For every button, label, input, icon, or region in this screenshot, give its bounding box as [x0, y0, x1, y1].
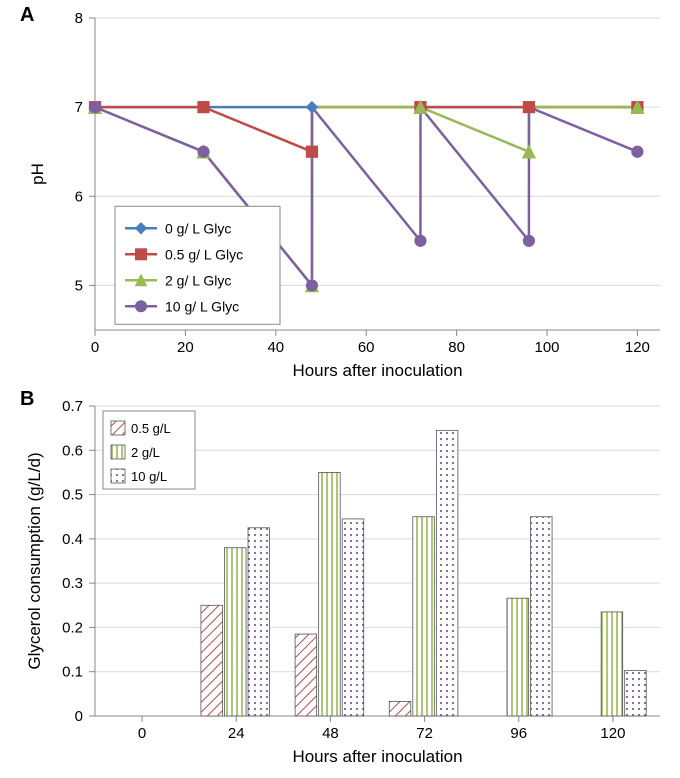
svg-text:Hours after inoculation: Hours after inoculation: [292, 361, 462, 380]
svg-text:7: 7: [75, 99, 83, 116]
svg-text:40: 40: [267, 339, 284, 356]
svg-text:5: 5: [75, 277, 83, 294]
svg-text:6: 6: [75, 188, 83, 205]
svg-text:0: 0: [91, 339, 99, 356]
svg-text:0: 0: [138, 725, 146, 742]
svg-text:0: 0: [75, 708, 83, 725]
svg-text:120: 120: [625, 339, 650, 356]
svg-text:96: 96: [510, 725, 527, 742]
svg-text:0.5 g/ L Glyc: 0.5 g/ L Glyc: [165, 246, 243, 262]
svg-text:Glycerol consumption (g/L/d): Glycerol consumption (g/L/d): [25, 452, 44, 669]
svg-text:0.5: 0.5: [62, 487, 83, 504]
svg-text:2 g/ L Glyc: 2 g/ L Glyc: [165, 272, 231, 288]
svg-text:60: 60: [358, 339, 375, 356]
svg-text:0.3: 0.3: [62, 575, 83, 592]
svg-text:80: 80: [448, 339, 465, 356]
svg-text:10 g/L: 10 g/L: [131, 469, 167, 484]
svg-text:72: 72: [416, 725, 433, 742]
figure-container: A 0204060801001205678Hours after inocula…: [0, 0, 680, 778]
svg-text:0.5 g/L: 0.5 g/L: [131, 421, 171, 436]
svg-text:0 g/ L Glyc: 0 g/ L Glyc: [165, 220, 231, 236]
svg-text:pH: pH: [28, 163, 47, 185]
svg-text:0.1: 0.1: [62, 664, 83, 681]
chart-a-svg: 0 20 40 60 80 100 120 5 6 7 8 Hours after inoculati…: [0, 0, 680, 390]
svg-text:2 g/L: 2 g/L: [131, 445, 160, 460]
chart-b-svg: 0 0.1 0.2 0.3 0.4 0.5 0.6 0.7 0 24 48 72 96 120 Hours …: [0, 388, 680, 778]
svg-text:20: 20: [177, 339, 194, 356]
svg-text:48: 48: [322, 725, 339, 742]
svg-text:100: 100: [534, 339, 559, 356]
svg-text:120: 120: [600, 725, 625, 742]
svg-text:0.2: 0.2: [62, 619, 83, 636]
svg-text:Hours after inoculation: Hours after inoculation: [292, 747, 462, 766]
svg-text:10 g/ L Glyc: 10 g/ L Glyc: [165, 298, 239, 314]
svg-text:0.7: 0.7: [62, 398, 83, 415]
svg-text:24: 24: [228, 725, 245, 742]
svg-text:0.4: 0.4: [62, 531, 83, 548]
svg-text:0.6: 0.6: [62, 442, 83, 459]
svg-text:8: 8: [75, 10, 83, 27]
